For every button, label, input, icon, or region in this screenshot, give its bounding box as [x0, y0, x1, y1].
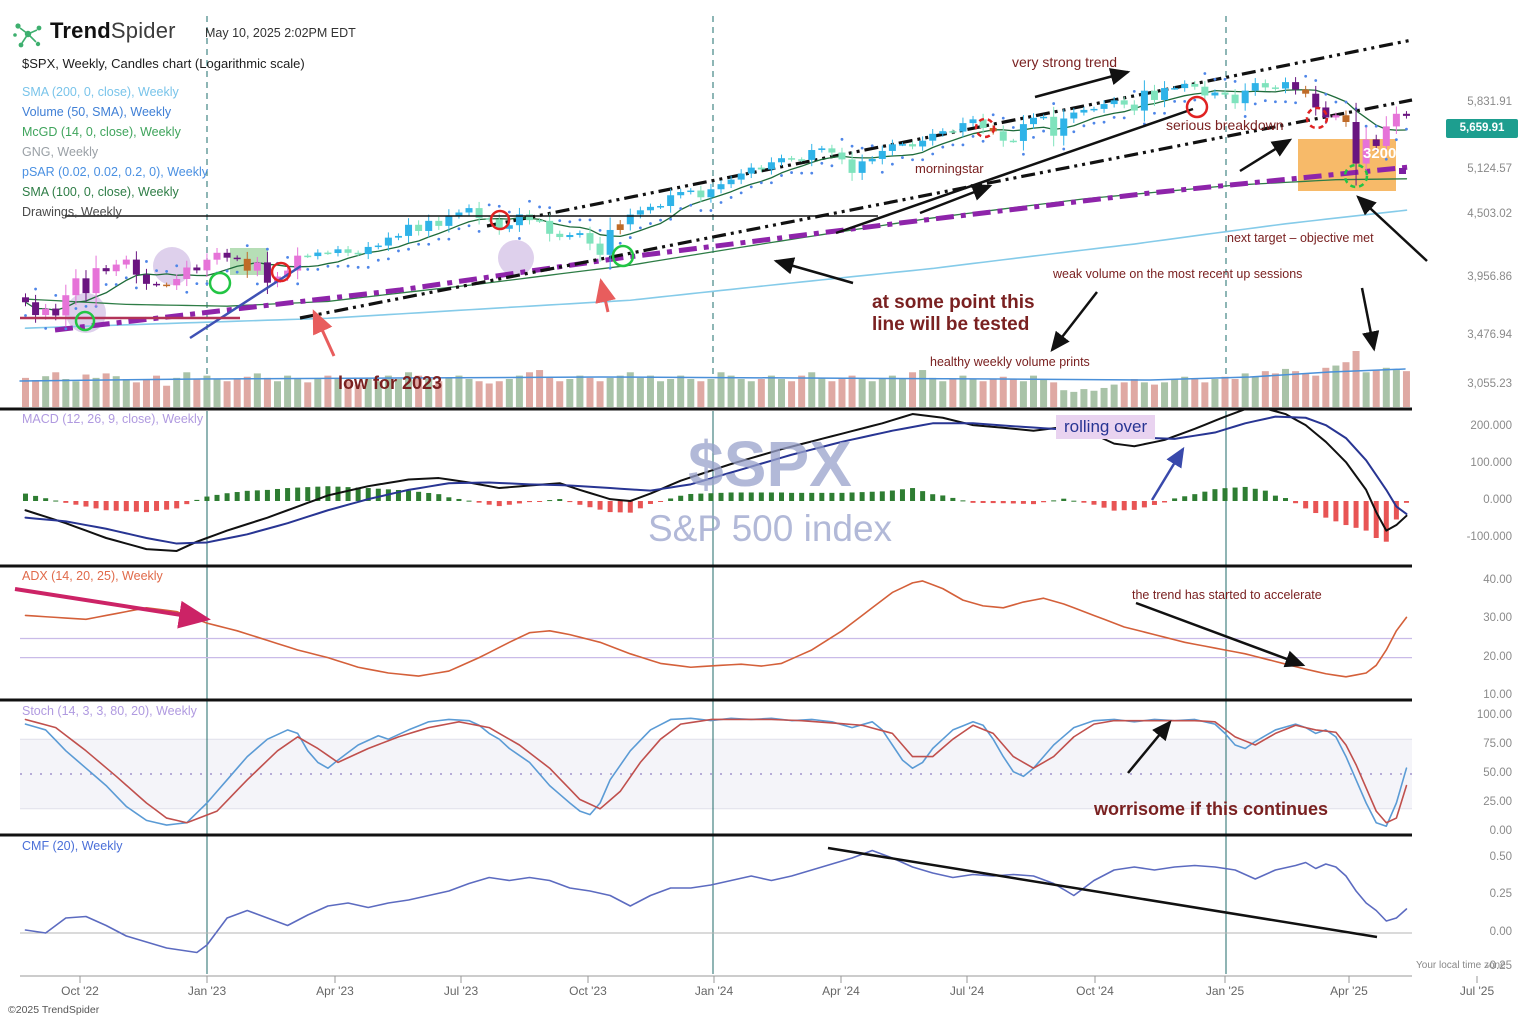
stoch-axis-label: 100.00: [1476, 709, 1512, 721]
x-axis-label: Jan '24: [694, 984, 734, 998]
annotation-worrisome: worrisome if this continues: [1094, 799, 1329, 819]
annotation-morningstar: morningstar: [915, 161, 984, 176]
panel-label-macd: MACD (12, 26, 9, close), Weekly: [22, 412, 204, 426]
price-axis-label: 3,956.86: [1467, 271, 1512, 283]
brand-logo-icon: [13, 23, 42, 48]
stoch-axis-label: 50.00: [1483, 767, 1512, 779]
macd-axis-label: 100.000: [1470, 457, 1512, 469]
macd-axis-label: 0.000: [1483, 494, 1512, 506]
panel-label-adx: ADX (14, 20, 25), Weekly: [22, 569, 163, 583]
legend-item[interactable]: McGD (14, 0, close), Weekly: [22, 125, 181, 139]
x-axis-label: Apr '23: [316, 984, 354, 998]
legend-item[interactable]: pSAR (0.02, 0.02, 0.2, 0), Weekly: [22, 165, 208, 179]
annotation-very-strong-trend: very strong trend: [1012, 54, 1118, 70]
x-axis-label: Oct '22: [61, 984, 99, 998]
x-axis-label: Jan '23: [187, 984, 227, 998]
annotation-trend-accelerate: the trend has started to accelerate: [1132, 588, 1322, 602]
annotation-weak-volume: weak volume on the most recent up sessio…: [1053, 267, 1303, 281]
stoch-axis-label: 75.00: [1483, 738, 1512, 750]
macd-axis-label: 200.000: [1470, 420, 1512, 432]
brand-title: TrendSpider: [50, 18, 176, 44]
price-axis-label: 5,831.91: [1467, 96, 1512, 108]
x-axis-label: Jul '23: [443, 984, 479, 998]
panel-label-cmf: CMF (20), Weekly: [22, 839, 123, 853]
annotation-serious-breakdown: serious breakdown: [1166, 117, 1284, 133]
timezone-note: Your local time zone: [1416, 960, 1506, 971]
annotation-line-tested: at some point this line will be tested: [872, 292, 1035, 335]
price-axis-label: 3,055.23: [1467, 378, 1512, 390]
adx-axis-label: 40.00: [1483, 574, 1512, 586]
brand-light: Spider: [110, 18, 176, 43]
legend-item[interactable]: GNG, Weekly: [22, 145, 99, 159]
legend-item[interactable]: SMA (200, 0, close), Weekly: [22, 85, 179, 99]
annotation-rolling-over: rolling over: [1056, 415, 1156, 439]
x-axis-label: Jan '25: [1205, 984, 1245, 998]
chart-timestamp: May 10, 2025 2:02PM EDT: [205, 26, 356, 40]
adx-axis-label: 30.00: [1483, 612, 1512, 624]
adx-axis-label: 10.00: [1483, 689, 1512, 701]
x-axis-label: Oct '24: [1076, 984, 1114, 998]
stoch-axis-label: 25.00: [1483, 796, 1512, 808]
panel-label-stoch: Stoch (14, 3, 3, 80, 20), Weekly: [22, 704, 197, 718]
chart-subtitle: $SPX, Weekly, Candles chart (Logarithmic…: [22, 56, 305, 71]
annotation-low-2023: low for 2023: [338, 373, 443, 393]
price-axis-label: 5,124.57: [1467, 163, 1512, 175]
cmf-axis-label: 0.00: [1489, 926, 1512, 938]
adx-axis-label: 20.00: [1483, 651, 1512, 663]
annotation-box-price: 3200: [1363, 145, 1397, 162]
last-price-badge: 5,659.91: [1446, 119, 1518, 138]
x-axis-label: Jul '24: [949, 984, 985, 998]
footer-copyright: ©2025 TrendSpider: [8, 1004, 100, 1016]
legend-item[interactable]: SMA (100, 0, close), Weekly: [22, 185, 179, 199]
cmf-axis-label: 0.50: [1489, 851, 1512, 863]
x-axis-label: Apr '24: [822, 984, 860, 998]
legend-item[interactable]: Volume (50, SMA), Weekly: [22, 105, 172, 119]
indicator-legend: SMA (200, 0, close), Weekly Volume (50, S…: [22, 82, 208, 222]
cmf-axis-label: 0.25: [1489, 888, 1512, 900]
annotation-healthy-volume: healthy weekly volume prints: [930, 355, 1090, 369]
annotation-next-target: next target – objective met: [1227, 231, 1374, 245]
price-axis-label: 4,503.02: [1467, 208, 1512, 220]
legend-item[interactable]: Drawings, Weekly: [22, 205, 122, 219]
x-axis-label: Apr '25: [1330, 984, 1368, 998]
brand-bold: Trend: [50, 18, 111, 43]
price-axis-label: 3,476.94: [1467, 329, 1512, 341]
x-axis-label: Oct '23: [569, 984, 607, 998]
cmf-axis-label: -0.25: [1485, 960, 1512, 972]
x-axis-label: Jul '25: [1459, 984, 1495, 998]
macd-axis-label: -100.000: [1466, 531, 1512, 543]
stoch-axis-label: 0.00: [1489, 825, 1512, 837]
